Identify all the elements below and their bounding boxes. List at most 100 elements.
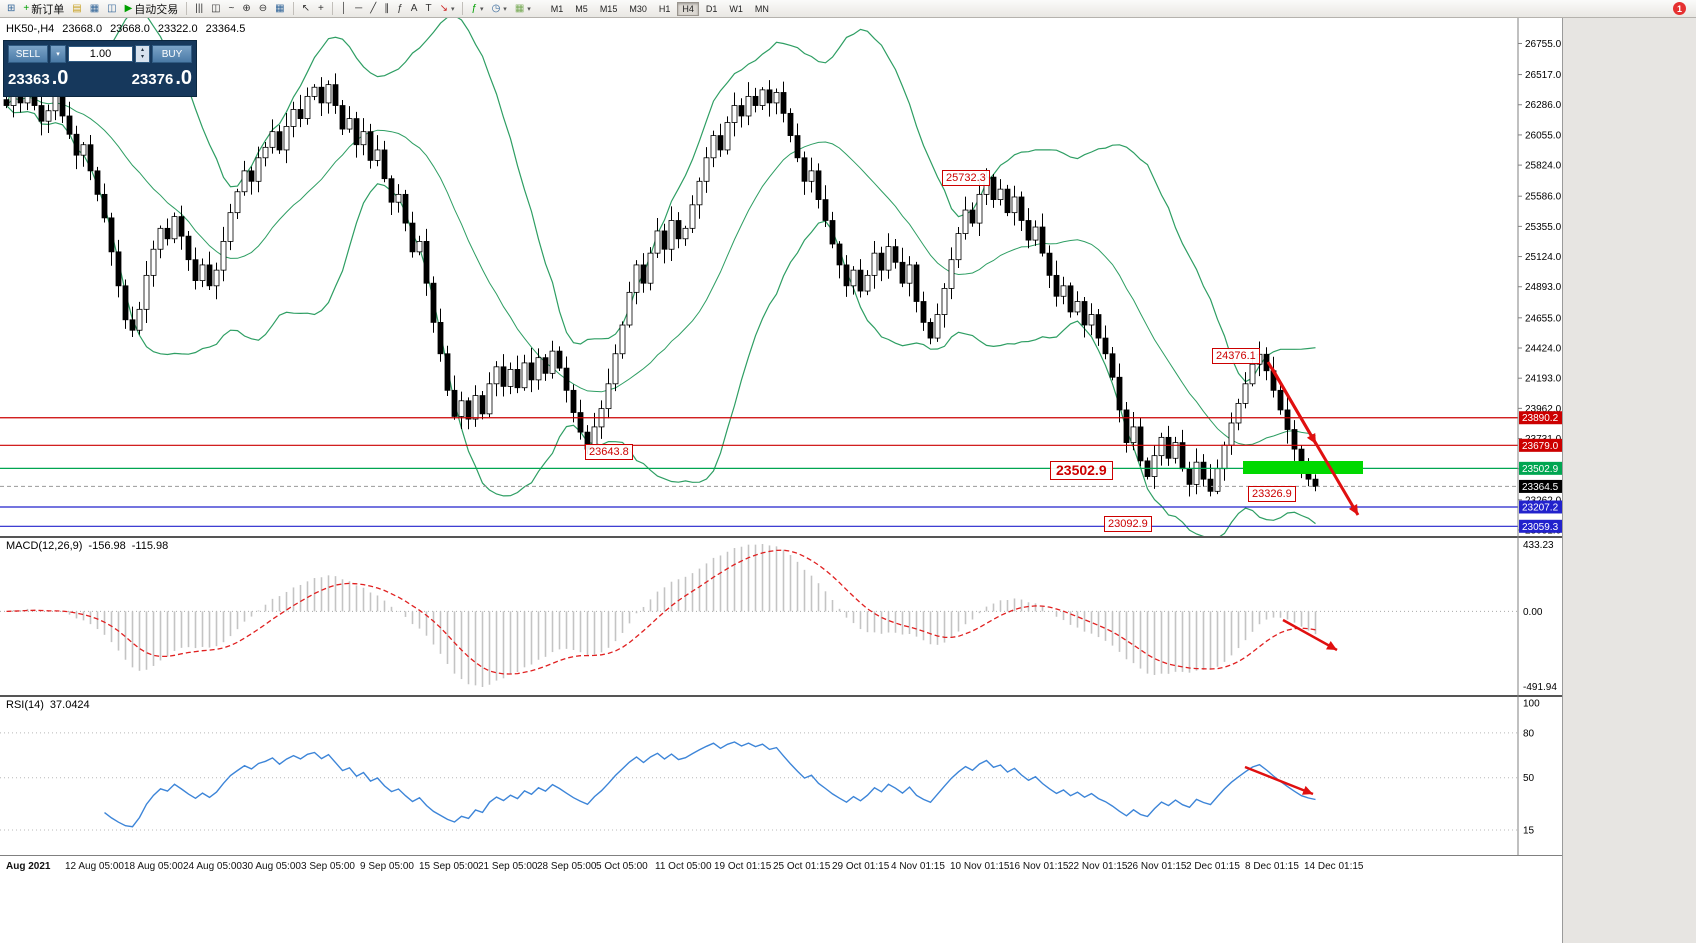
- data-window-button[interactable]: ◫: [103, 0, 120, 18]
- toolbar-button-groups: ⊞ + 新订单 ▤ ▦ ◫ ▶ 自动交易 ||| ◫ ~ ⊕ ⊖ ▦ ↖ + │ ─ ╱ ∥ ƒ A T ↘ ▾ ƒ ▾ ◷ ▾ ▦ ▾: [3, 0, 535, 17]
- svg-text:23059.3: 23059.3: [1522, 522, 1559, 533]
- price-callout: 23643.8: [585, 444, 633, 460]
- arrows-tool-icon: ↘: [439, 2, 448, 14]
- time-axis-label: 4 Nov 01:15: [891, 861, 945, 872]
- rsi-indicator-label: RSI(14) 37.0424: [6, 699, 90, 711]
- candlestick-chart-button[interactable]: ◫: [207, 0, 224, 18]
- new-order-icon: +: [23, 2, 30, 14]
- svg-text:23364.5: 23364.5: [1522, 482, 1559, 493]
- time-axis-label: 15 Sep 05:00: [419, 861, 479, 872]
- zoom-in-icon: ⊕: [242, 2, 251, 14]
- timeframe-m5-button[interactable]: M5: [575, 3, 588, 14]
- text-label-button[interactable]: T: [421, 0, 435, 18]
- text-label-icon: T: [425, 2, 432, 14]
- price-callout: 25732.3: [942, 170, 990, 186]
- rsi-panel[interactable]: 100 80 50 15: [0, 695, 1562, 855]
- toolbar-separator: [292, 2, 294, 15]
- svg-text:24193.0: 24193.0: [1525, 374, 1562, 385]
- arrows-tool-button[interactable]: ↘ ▾: [436, 0, 459, 18]
- periods-button[interactable]: ◷ ▾: [488, 0, 511, 18]
- svg-text:433.23: 433.23: [1523, 540, 1554, 551]
- vertical-line-icon: │: [340, 2, 348, 14]
- timeframe-d1-button[interactable]: D1: [705, 3, 718, 14]
- time-axis-label: 10 Nov 01:15: [950, 861, 1010, 872]
- indicators-button[interactable]: ƒ ▾: [467, 0, 487, 18]
- trendline-button[interactable]: ╱: [366, 0, 380, 18]
- timeframe-toolbar: M1 M5 M15 M30 H1 H4 D1 W1 MN: [545, 1, 775, 16]
- dropdown-arrow-icon: ▾: [527, 5, 531, 13]
- timeframe-m30-button[interactable]: M30: [629, 3, 647, 14]
- horizontal-line-icon: ─: [355, 2, 363, 14]
- tile-windows-button[interactable]: ▦: [271, 0, 288, 18]
- svg-text:25824.0: 25824.0: [1525, 161, 1562, 172]
- svg-text:50: 50: [1523, 773, 1535, 784]
- time-axis-label: 14 Dec 01:15: [1304, 861, 1364, 872]
- time-axis-label: 2 Dec 01:15: [1186, 861, 1240, 872]
- timeframe-m15-button[interactable]: M15: [599, 3, 618, 14]
- time-axis-label: 11 Oct 05:00: [655, 861, 712, 872]
- market-watch-icon: ▦: [89, 2, 100, 14]
- new-order-button[interactable]: + 新订单: [19, 0, 68, 18]
- symbol-period-label: HK50-,H4: [6, 23, 55, 35]
- svg-text:23962.0: 23962.0: [1525, 404, 1562, 415]
- cursor-button[interactable]: ↖: [298, 0, 314, 18]
- timeframe-m1-button[interactable]: M1: [550, 3, 564, 14]
- data-window-icon: ◫: [107, 2, 117, 14]
- sell-button[interactable]: SELL: [8, 45, 48, 63]
- open-value: 23668.0: [62, 23, 103, 35]
- time-axis-label: 29 Oct 01:15: [832, 861, 890, 872]
- high-value: 23668.0: [110, 23, 150, 35]
- volume-stepper[interactable]: ▴ ▾: [135, 45, 150, 63]
- autotrading-icon: ▶: [124, 2, 133, 14]
- chart-profiles-button[interactable]: ▤: [68, 0, 85, 18]
- svg-text:23679.0: 23679.0: [1522, 441, 1559, 452]
- svg-text:26517.0: 26517.0: [1525, 70, 1562, 81]
- line-chart-button[interactable]: ~: [225, 0, 239, 18]
- timeframe-mn-button[interactable]: MN: [754, 3, 769, 14]
- new-chart-button[interactable]: ⊞: [3, 0, 19, 18]
- svg-text:25355.0: 25355.0: [1525, 222, 1562, 233]
- buy-price: 23376.0: [131, 67, 192, 89]
- svg-text:0.00: 0.00: [1523, 607, 1543, 618]
- volume-input[interactable]: [68, 46, 133, 62]
- svg-text:-491.94: -491.94: [1523, 682, 1557, 693]
- main-toolbar: ⊞ + 新订单 ▤ ▦ ◫ ▶ 自动交易 ||| ◫ ~ ⊕ ⊖ ▦ ↖ + │ ─ ╱ ∥ ƒ A T ↘ ▾ ƒ ▾ ◷ ▾ ▦ ▾ M…: [0, 0, 1696, 18]
- market-watch-button[interactable]: ▦: [86, 0, 103, 18]
- toolbar-separator: [186, 2, 188, 15]
- macd-panel[interactable]: 433.23 0.00 -491.94: [0, 536, 1562, 695]
- macd-indicator-label: MACD(12,26,9) -156.98 -115.98: [6, 540, 169, 552]
- sell-options-dropdown[interactable]: ▾: [50, 45, 66, 63]
- timeframe-w1-button[interactable]: W1: [729, 3, 743, 14]
- text-button[interactable]: A: [407, 0, 422, 18]
- vertical-line-button[interactable]: │: [337, 0, 351, 18]
- new-order-label: 新订单: [31, 3, 65, 16]
- chart-profiles-icon: ▤: [72, 2, 82, 14]
- crosshair-button[interactable]: +: [314, 0, 328, 18]
- svg-text:26755.0: 26755.0: [1525, 39, 1562, 50]
- equidistant-channel-button[interactable]: ∥: [380, 0, 393, 18]
- time-axis-label: 28 Sep 05:00: [537, 861, 597, 872]
- zoom-in-button[interactable]: ⊕: [238, 0, 254, 18]
- price-callout: 23092.9: [1104, 516, 1152, 532]
- cursor-icon: ↖: [301, 2, 311, 14]
- bar-chart-button[interactable]: |||: [191, 0, 207, 18]
- templates-icon: ▦: [514, 2, 525, 14]
- time-axis[interactable]: Aug 2021 12 Aug 05:00 18 Aug 05:00 24 Aug 0…: [0, 855, 1562, 878]
- zoom-out-button[interactable]: ⊖: [255, 0, 271, 18]
- main-price-chart[interactable]: 26755.0 26517.0 26286.0 26055.0 25824.0 25586…: [0, 18, 1562, 536]
- timeframe-h4-button[interactable]: H4: [677, 1, 699, 16]
- autotrading-button[interactable]: ▶ 自动交易: [121, 0, 183, 18]
- time-axis-label: 5 Oct 05:00: [596, 861, 648, 872]
- time-axis-label: 16 Nov 01:15: [1009, 861, 1069, 872]
- chart-ohlc-info: HK50-,H4 23668.0 23668.0 23322.0 23364.5: [6, 23, 245, 35]
- price-callout: 24376.1: [1212, 348, 1260, 364]
- notification-badge[interactable]: 1: [1673, 2, 1686, 15]
- horizontal-line-button[interactable]: ─: [351, 0, 366, 18]
- dropdown-arrow-icon: ▾: [450, 5, 455, 13]
- fibonacci-button[interactable]: ƒ: [393, 0, 407, 18]
- buy-button[interactable]: BUY: [152, 45, 192, 63]
- equidistant-channel-icon: ∥: [384, 2, 390, 14]
- time-axis-label: Aug 2021: [6, 861, 51, 872]
- timeframe-h1-button[interactable]: H1: [658, 3, 671, 14]
- templates-button[interactable]: ▦ ▾: [511, 0, 535, 18]
